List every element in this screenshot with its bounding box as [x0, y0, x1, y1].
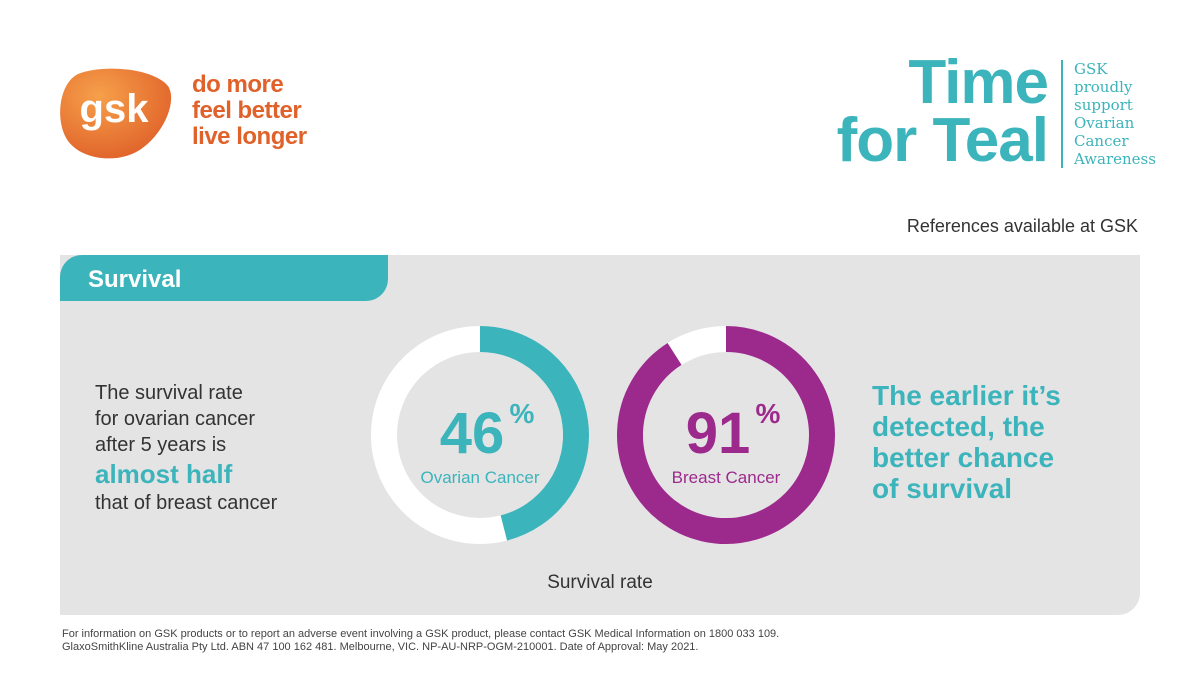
tagline-line: do more — [192, 71, 284, 98]
survival-donut-chart: 46 % Ovarian Cancer 91 % Breast Cancer — [371, 326, 835, 544]
footer-line: For information on GSK products or to re… — [62, 628, 780, 640]
ovarian-cancer-unit-label: % — [510, 398, 535, 429]
survival-tab: Survival — [60, 255, 388, 301]
breast-cancer-value-label: 91 — [686, 401, 751, 466]
brand-tagline: do more feel better live longer — [192, 72, 307, 150]
statement-emphasis: almost half — [95, 459, 233, 489]
statement-line: after 5 years is — [95, 434, 227, 456]
breast-cancer-value-arc — [617, 326, 835, 544]
campaign-title-line: for Teal — [836, 106, 1049, 175]
statement-line: for ovarian cancer — [95, 408, 256, 430]
survival-statement: The survival rate for ovarian cancer aft… — [95, 380, 277, 516]
references-note: References available at GSK — [906, 216, 1138, 236]
statement-line: The survival rate — [95, 382, 243, 404]
detection-line: detected, the — [872, 411, 1045, 442]
campaign-note-line: Awareness — [1074, 150, 1156, 168]
footer-line: GlaxoSmithKline Australia Pty Ltd. ABN 4… — [62, 641, 699, 653]
campaign-note: GSK proudly support Ovarian Cancer Aware… — [1074, 60, 1156, 168]
campaign-note-line: support — [1074, 96, 1133, 114]
campaign-title-line: Time — [908, 48, 1049, 117]
tagline-line: live longer — [192, 123, 307, 150]
survival-panel — [60, 255, 1140, 615]
campaign-note-line: Ovarian — [1074, 114, 1135, 132]
campaign-title: Time for Teal — [822, 48, 1049, 175]
detection-message: The earlier it’s detected, the better ch… — [872, 380, 1061, 504]
campaign-note-line: proudly — [1074, 78, 1133, 96]
legal-footer: For information on GSK products or to re… — [62, 628, 779, 654]
chart-caption: Survival rate — [547, 572, 653, 593]
detection-line: of survival — [872, 473, 1013, 504]
ovarian-cancer-name-label: Ovarian Cancer — [420, 468, 539, 487]
logo-text: gsk — [80, 87, 150, 131]
ovarian-cancer-value-arc — [479, 326, 589, 541]
survival-tab-label: Survival — [88, 266, 182, 293]
statement-line: that of breast cancer — [95, 492, 278, 514]
tagline-line: feel better — [192, 97, 302, 124]
detection-line: The earlier it’s — [872, 380, 1061, 411]
breast-cancer-unit-label: % — [756, 398, 781, 429]
title-divider — [1061, 60, 1063, 168]
breast-cancer-name-label: Breast Cancer — [672, 468, 781, 487]
gsk-logo: gsk — [60, 68, 172, 159]
detection-line: better chance — [872, 442, 1055, 473]
campaign-note-line: Cancer — [1074, 132, 1129, 150]
ovarian-cancer-value-label: 46 — [440, 401, 505, 466]
campaign-note-line: GSK — [1074, 60, 1108, 78]
